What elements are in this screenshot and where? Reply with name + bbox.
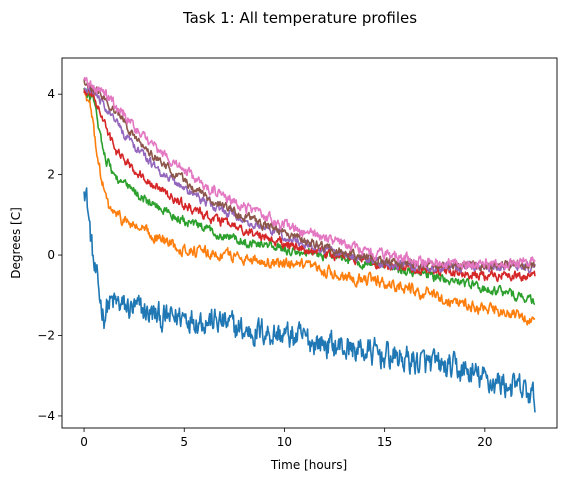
x-axis-label: Time [hours]: [270, 458, 347, 472]
y-tick-label: 0: [47, 248, 55, 262]
temperature-series-line: [83, 76, 536, 270]
x-tick-label: 0: [80, 435, 88, 449]
y-tick-label: −2: [37, 329, 55, 343]
y-axis: −4 −2 0 2 4: [37, 87, 62, 423]
x-tick-label: 10: [277, 435, 292, 449]
y-tick-label: 4: [47, 87, 55, 101]
y-axis-label: Degrees [C]: [9, 207, 23, 278]
series-layer: [83, 76, 536, 413]
temperature-series-line: [83, 79, 536, 272]
temperature-series-line: [83, 87, 536, 305]
y-tick-label: −4: [37, 409, 55, 423]
temperature-series-line: [83, 92, 536, 326]
y-tick-label: 2: [47, 168, 55, 182]
x-tick-label: 15: [377, 435, 392, 449]
plot-frame: [61, 57, 558, 429]
x-axis: 0 5 10 15 20: [80, 428, 492, 449]
x-tick-label: 20: [477, 435, 492, 449]
temperature-series-line: [83, 187, 536, 413]
temperature-series-line: [83, 88, 536, 283]
x-tick-label: 5: [180, 435, 188, 449]
chart-title: Task 1: All temperature profiles: [182, 9, 417, 27]
